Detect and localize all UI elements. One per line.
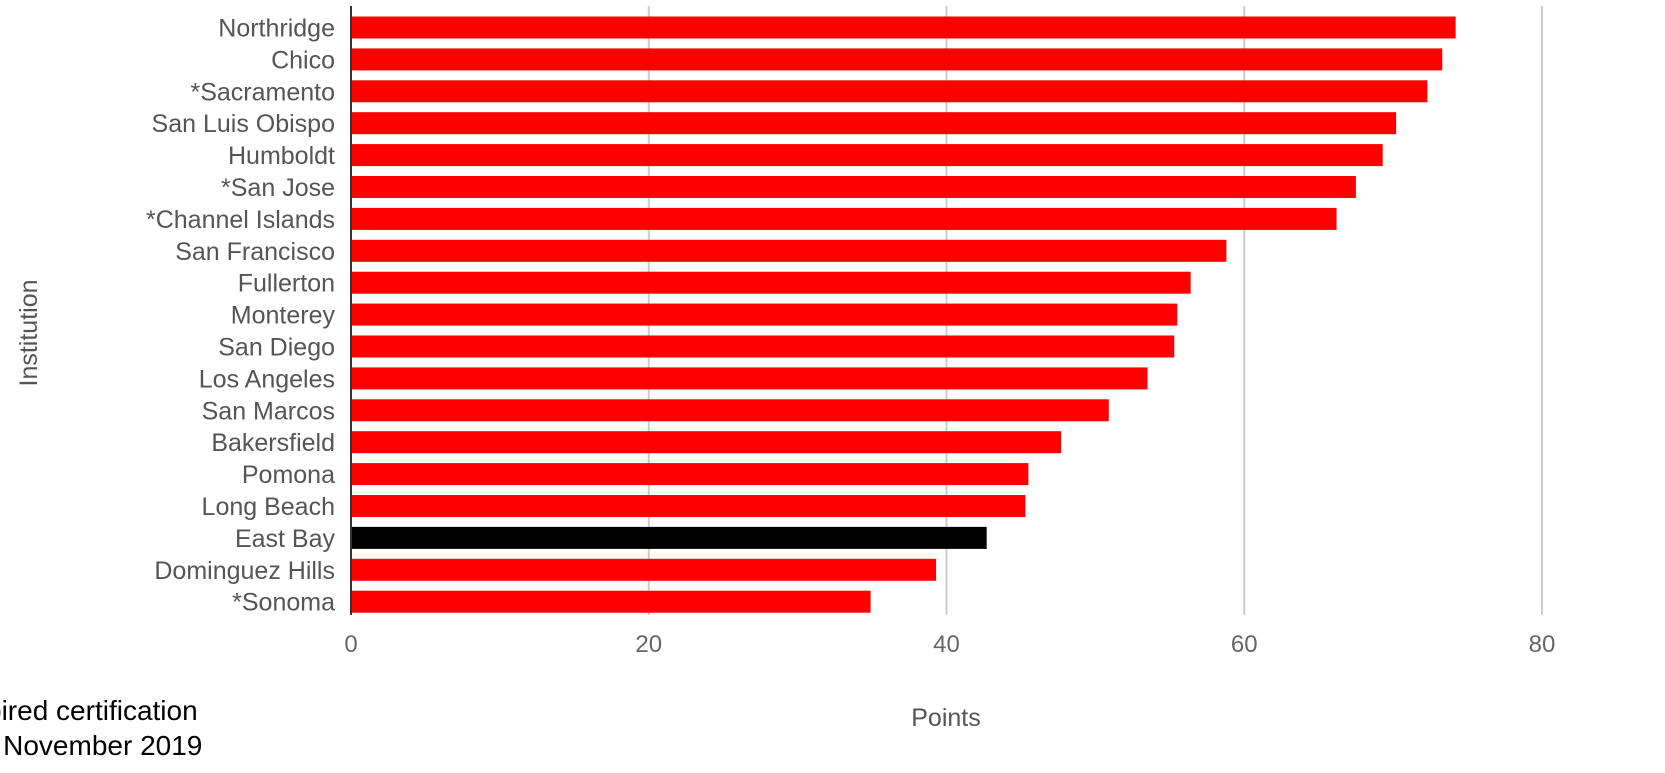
x-axis-title: Points <box>911 704 980 732</box>
bar <box>351 239 1227 262</box>
bar <box>351 16 1456 39</box>
footnote-line-1: xpired certification <box>0 695 198 726</box>
category-label: San Diego <box>218 334 335 362</box>
category-label: *Sonoma <box>232 589 335 617</box>
category-label: Chico <box>271 46 335 74</box>
x-tick-label: 60 <box>1231 631 1258 658</box>
bar <box>351 495 1026 517</box>
bar <box>351 112 1397 135</box>
category-label: Dominguez Hills <box>154 557 335 585</box>
category-label: San Marcos <box>202 397 335 425</box>
category-label: Northridge <box>218 15 335 43</box>
bar <box>351 271 1191 294</box>
bars <box>351 16 1456 613</box>
category-label: Pomona <box>242 461 335 489</box>
category-label: *Channel Islands <box>146 206 335 234</box>
bar <box>351 144 1383 167</box>
x-tick-label: 0 <box>344 631 357 658</box>
bar <box>351 48 1443 71</box>
bar <box>351 335 1175 358</box>
bar <box>351 590 871 613</box>
x-tick-label: 20 <box>635 631 662 658</box>
bar <box>351 558 937 581</box>
bar <box>351 176 1356 198</box>
category-labels: Northridge Chico *Sacramento San Luis Obisp… <box>146 15 336 617</box>
x-tick-label: 40 <box>933 631 960 658</box>
category-label: San Luis Obispo <box>152 110 335 138</box>
category-label: East Bay <box>235 525 336 553</box>
bar <box>351 463 1029 486</box>
category-label: Los Angeles <box>199 365 335 393</box>
bar <box>351 367 1148 390</box>
category-label: *Sacramento <box>190 78 335 106</box>
footnote-line-2: of November 2019 <box>0 730 203 761</box>
x-tick-labels: 0 20 40 60 80 <box>344 631 1555 658</box>
category-label: Fullerton <box>238 270 335 298</box>
bar <box>351 526 987 549</box>
y-axis-title: Institution <box>15 279 43 386</box>
bar <box>351 207 1337 230</box>
bar <box>351 303 1178 326</box>
category-label: Long Beach <box>202 493 335 521</box>
bar <box>351 431 1062 454</box>
bar <box>351 80 1428 103</box>
category-label: San Francisco <box>175 238 335 266</box>
category-label: Humboldt <box>228 142 335 170</box>
category-label: Monterey <box>231 302 336 330</box>
category-label: Bakersfield <box>211 429 335 457</box>
category-label: *San Jose <box>221 174 335 202</box>
x-tick-label: 80 <box>1529 631 1556 658</box>
bar <box>351 399 1109 422</box>
